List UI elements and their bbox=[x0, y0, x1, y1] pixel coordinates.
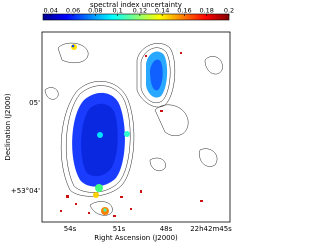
plot-frame bbox=[41, 31, 231, 223]
colorbar bbox=[42, 13, 230, 21]
x-tick-label: 54s bbox=[64, 225, 77, 233]
colorbar-tick-label: 0.14 bbox=[155, 7, 169, 15]
x-tick-label: 51s bbox=[113, 225, 126, 233]
spectral-index-map bbox=[60, 44, 203, 217]
colorbar-tick-label: 0.08 bbox=[88, 7, 102, 15]
colorbar-tick-label: 0.06 bbox=[66, 7, 80, 15]
colorbar-tick-label: 0.18 bbox=[199, 7, 213, 15]
colorbar-tick-label: 0.16 bbox=[177, 7, 191, 15]
colorbar-tick-label: 0.12 bbox=[133, 7, 147, 15]
x-tick-label: 22h42m45s bbox=[190, 225, 232, 233]
colorbar-tick-label: 0.04 bbox=[44, 7, 58, 15]
x-tick-label: 48s bbox=[160, 225, 173, 233]
colorbar-label: spectral index uncertainty bbox=[90, 1, 182, 9]
y-axis-label: Declination (J2000) bbox=[4, 93, 12, 160]
x-axis-label: Right Ascension (J2000) bbox=[94, 234, 178, 242]
y-tick-label: +53°04' bbox=[11, 187, 40, 195]
colorbar-ticks: 0.04 0.06 0.08 0.1 0.12 0.14 0.16 0.18 0.2 bbox=[44, 7, 234, 16]
colorbar-tick-label: 0.2 bbox=[224, 7, 234, 15]
colorbar-tick-label: 0.1 bbox=[112, 7, 122, 15]
chart: spectral index uncertainty 0.04 0.06 0.08 0… bbox=[4, 1, 234, 242]
y-tick-label: 05' bbox=[29, 99, 40, 107]
